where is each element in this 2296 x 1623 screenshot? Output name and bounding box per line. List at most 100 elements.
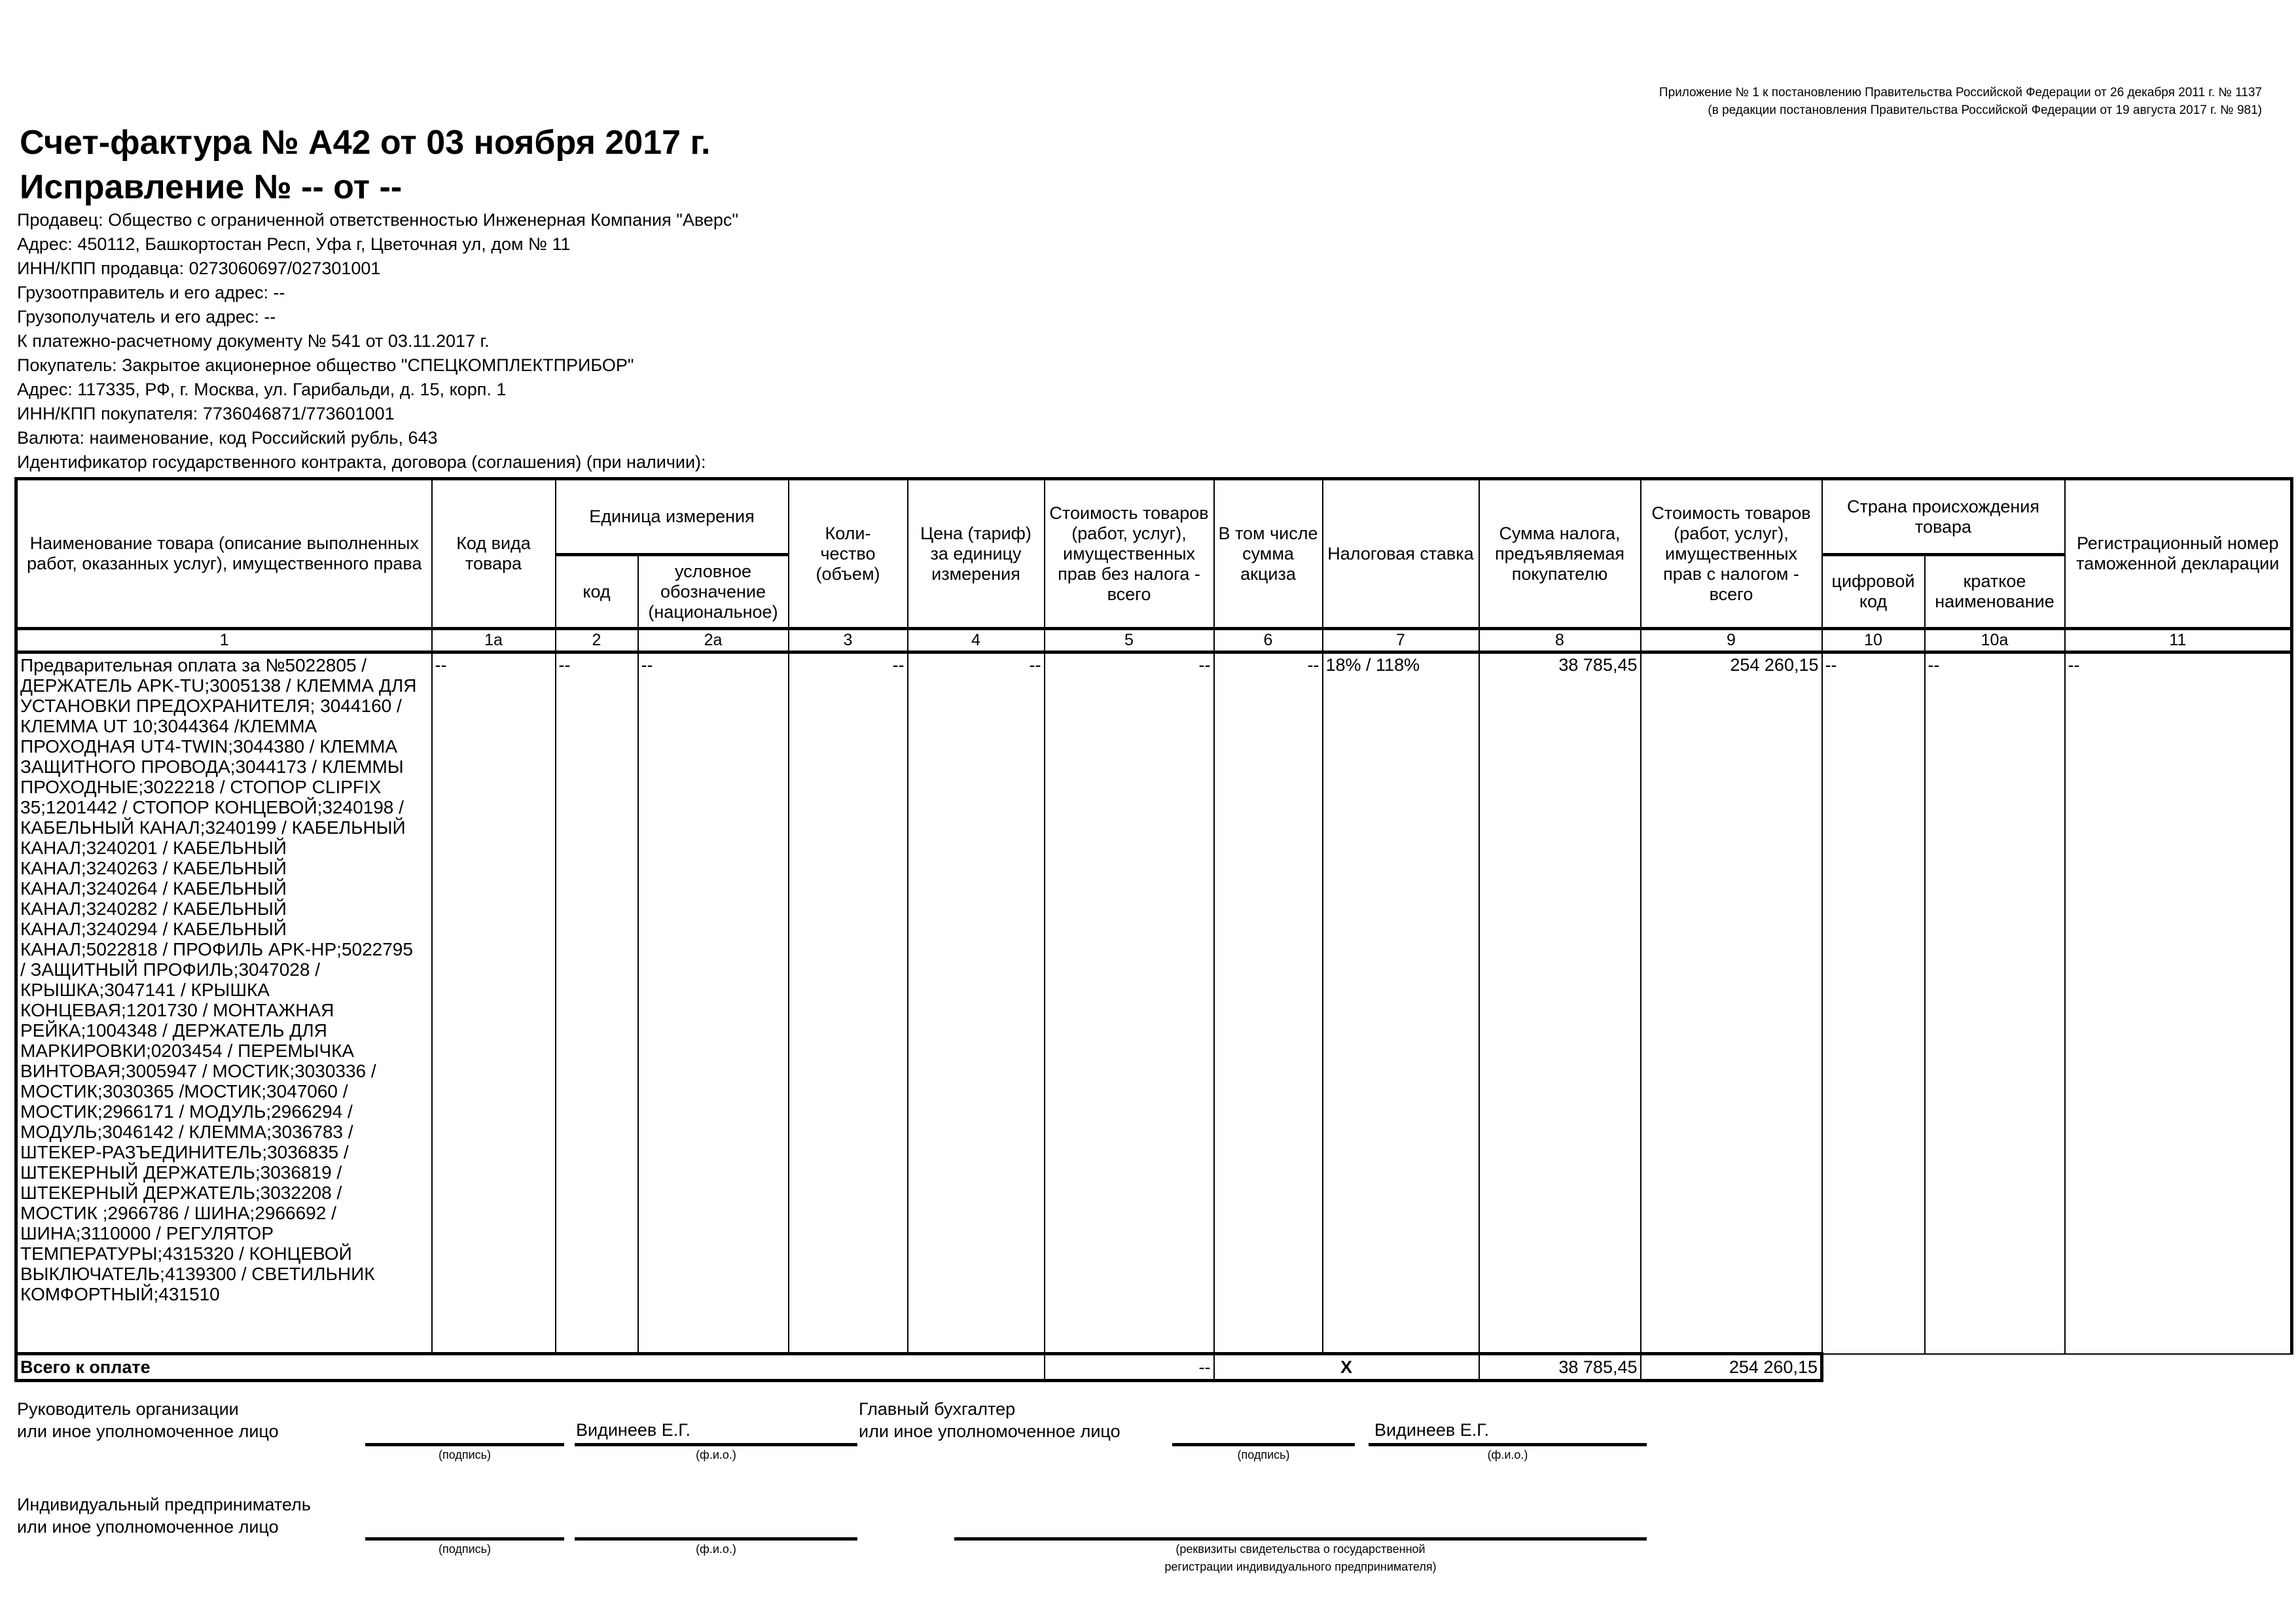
ip-label-line2: или иное уполномоченное лицо: [17, 1517, 279, 1537]
item-tax-rate: 18% / 118%: [1321, 651, 1480, 1355]
header-qty: Коли- чество (объем): [787, 477, 908, 630]
appendix-note-line1: Приложение № 1 к постановлению Правитель…: [1659, 86, 2262, 99]
head-label-line2: или иное уполномоченное лицо: [17, 1421, 279, 1441]
header-country-code: цифровой код: [1821, 554, 1926, 630]
total-row: Всего к оплате -- X 38 785,45 254 260,15: [14, 1352, 2292, 1382]
header-tax-sum: Сумма налога, предъявляемая покупателю: [1478, 477, 1641, 630]
header-customs: Регистрационный номер таможенной деклара…: [2064, 477, 2293, 630]
item-cost-with-tax: 254 260,15: [1640, 651, 1823, 1355]
appendix-note-line2: (в редакции постановления Правительства …: [1708, 103, 2262, 117]
accountant-signature-caption: (подпись): [1237, 1448, 1290, 1461]
accountant-name: Видинеев Е.Г.: [1374, 1420, 1490, 1440]
accountant-signature-line[interactable]: [1172, 1443, 1355, 1446]
contract-id: Идентификатор государственного контракта…: [17, 452, 706, 472]
item-description: Предварительная оплата за №5022805 / ДЕР…: [14, 651, 433, 1355]
header-kind-code: Код вида товара: [431, 477, 556, 630]
ip-registration-caption-line2: регистрации индивидуального предпринимат…: [1164, 1560, 1437, 1573]
ip-signature-caption: (подпись): [438, 1543, 492, 1556]
column-number: 7: [1321, 627, 1480, 654]
head-signature-line[interactable]: [365, 1443, 564, 1446]
seller: Продавец: Общество с ограниченной ответс…: [17, 210, 739, 230]
header-price: Цена (тариф) за единицу измерения: [906, 477, 1045, 630]
header-cost-with-tax: Стоимость товаров (работ, услуг), имущес…: [1640, 477, 1823, 630]
total-label: Всего к оплате: [14, 1352, 1045, 1382]
ip-label: Индивидуальный предприниматель или иное …: [17, 1493, 311, 1538]
currency: Валюта: наименование, код Российский руб…: [17, 428, 438, 448]
column-number: 3: [787, 627, 908, 654]
ip-fio-line: [575, 1537, 857, 1541]
header-unit: Единица измерения: [554, 477, 789, 556]
item-qty: --: [787, 651, 908, 1355]
total-cost-no-tax: --: [1043, 1352, 1215, 1382]
empty-cell: [2065, 1354, 2292, 1381]
header-tax-rate: Налоговая ставка: [1321, 477, 1480, 630]
column-number: 2а: [637, 627, 789, 654]
item-kind-code: --: [431, 651, 556, 1355]
ip-signature-line[interactable]: [365, 1537, 564, 1541]
total-cost-with-tax: 254 260,15: [1640, 1352, 1823, 1382]
item-country-code: --: [1821, 651, 1926, 1355]
item-cost-no-tax: --: [1043, 651, 1215, 1355]
payment-document: К платежно-расчетному документу № 541 от…: [17, 331, 490, 351]
ip-fio-caption: (ф.и.о.): [696, 1543, 736, 1556]
header-country: Страна происхождения товара: [1821, 477, 2066, 556]
consignee: Грузополучатель и его адрес: --: [17, 307, 276, 327]
invoice-title: Счет-фактура № А42 от 03 ноября 2017 г.: [20, 124, 711, 162]
head-fio-line: [575, 1443, 857, 1446]
ip-registration-caption: (реквизиты свидетельства о государственн…: [954, 1541, 1647, 1576]
empty-cell: [1925, 1354, 2065, 1381]
accountant-label-line1: Главный бухгалтер: [859, 1399, 1016, 1419]
column-number: 1: [14, 627, 433, 654]
item-unit-code: --: [554, 651, 639, 1355]
total-tax-sum: 38 785,45: [1478, 1352, 1641, 1382]
item-unit-symbol: --: [637, 651, 789, 1355]
head-fio-caption: (ф.и.о.): [696, 1448, 736, 1461]
ip-registration-line: [954, 1537, 1647, 1541]
accountant-label-line2: или иное уполномоченное лицо: [859, 1421, 1121, 1441]
column-number: 11: [2064, 627, 2293, 654]
item-price: --: [906, 651, 1045, 1355]
column-number: 10а: [1924, 627, 2066, 654]
ip-label-line1: Индивидуальный предприниматель: [17, 1495, 311, 1514]
header-country-name: краткое наименование: [1924, 554, 2066, 630]
ip-registration-caption-line1: (реквизиты свидетельства о государственн…: [1175, 1543, 1426, 1556]
invoice-info: Продавец: Общество с ограниченной ответс…: [17, 208, 738, 474]
column-number: 6: [1213, 627, 1323, 654]
buyer: Покупатель: Закрытое акционерное обществ…: [17, 355, 634, 375]
header-name: Наименование товара (описание выполненны…: [14, 477, 433, 630]
header-cost-no-tax: Стоимость товаров (работ, услуг), имущес…: [1043, 477, 1215, 630]
column-numbers-row: 1 1а 2 2а 3 4 5 6 7 8 9 10 10а 11: [14, 627, 2293, 654]
header-subrow: код условное обозначение (национальное) …: [16, 554, 2292, 630]
column-number: 2: [554, 627, 639, 654]
buyer-inn-kpp: ИНН/КПП покупателя: 7736046871/773601001: [17, 404, 395, 423]
appendix-note: Приложение № 1 к постановлению Правитель…: [1659, 84, 2262, 119]
head-label-line1: Руководитель организации: [17, 1399, 239, 1419]
head-label: Руководитель организации или иное уполно…: [17, 1398, 279, 1442]
table-row: Предварительная оплата за №5022805 / ДЕР…: [14, 651, 2293, 1355]
shipper: Грузоотправитель и его адрес: --: [17, 283, 285, 302]
column-number: 10: [1821, 627, 1926, 654]
column-number: 5: [1043, 627, 1215, 654]
header-unit-symbol: условное обозначение (национальное): [637, 554, 789, 630]
header-row: Наименование товара (описание выполненны…: [14, 477, 2293, 630]
column-number: 8: [1478, 627, 1641, 654]
total-excise-rate: X: [1213, 1352, 1480, 1382]
head-name: Видинеев Е.Г.: [576, 1420, 691, 1440]
accountant-fio-line: [1369, 1443, 1647, 1446]
column-number: 4: [906, 627, 1045, 654]
header-excise: В том числе сумма акциза: [1213, 477, 1323, 630]
header-unit-code: код: [554, 554, 639, 630]
column-number: 9: [1640, 627, 1823, 654]
item-customs: --: [2064, 651, 2293, 1355]
head-signature-caption: (подпись): [438, 1448, 492, 1461]
item-excise: --: [1213, 651, 1323, 1355]
buyer-address: Адрес: 117335, РФ, г. Москва, ул. Гариба…: [17, 380, 507, 399]
seller-inn-kpp: ИНН/КПП продавца: 0273060697/027301001: [17, 259, 381, 278]
invoice-table: Наименование товара (описание выполненны…: [14, 477, 2293, 1382]
item-tax-sum: 38 785,45: [1478, 651, 1641, 1355]
correction-title: Исправление № -- от --: [20, 168, 403, 206]
accountant-fio-caption: (ф.и.о.): [1487, 1448, 1528, 1461]
column-number: 1а: [431, 627, 556, 654]
seller-address: Адрес: 450112, Башкортостан Респ, Уфа г,…: [17, 234, 571, 254]
item-country-name: --: [1924, 651, 2066, 1355]
